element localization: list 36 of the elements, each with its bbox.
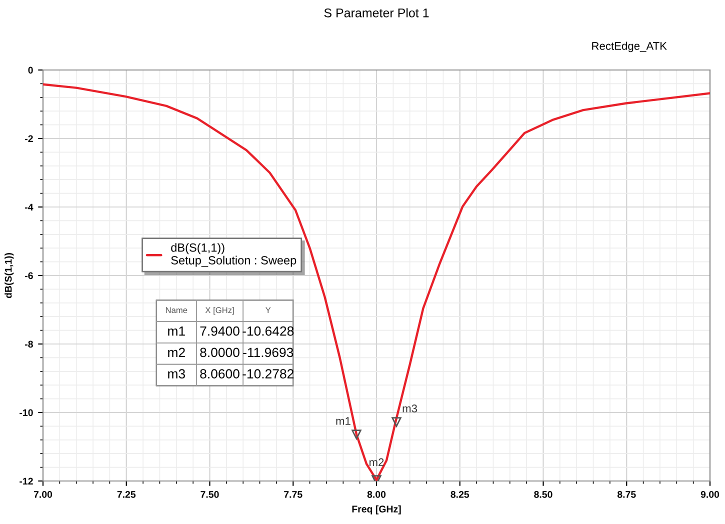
legend-label: dB(S(1,1)) Setup_Solution : Sweep	[171, 243, 296, 267]
x-tick-label: 7.75	[284, 491, 302, 498]
y-axis-title: dB(S(1,1))	[4, 253, 14, 298]
annotation: Name	[166, 307, 188, 314]
annotation: -11.9693	[243, 348, 294, 358]
annotation: Y	[266, 307, 271, 313]
annotation: X [GHz]	[205, 306, 234, 315]
y-tick-label: -2	[25, 135, 33, 142]
annotation: -10.2782	[242, 369, 294, 379]
x-tick-label: 8.25	[450, 490, 470, 498]
text: RectEdge_ATK	[592, 42, 667, 52]
x-tick-label: 7.25	[117, 490, 136, 498]
chart-title: S Parameter Plot 1	[324, 8, 429, 18]
y-tick-label: -10	[20, 409, 33, 416]
y-tick-label: -12	[20, 478, 33, 485]
annotation: 7.9400	[200, 326, 240, 336]
y-tick-label: -6	[25, 272, 33, 280]
x-tick-label: 8.50	[534, 490, 552, 498]
annotation: m1	[168, 326, 185, 336]
annotation: 8.0600	[200, 369, 240, 379]
annotation: m2	[168, 348, 185, 357]
y-tick-label: -4	[25, 204, 34, 211]
y-tick-label: -8	[25, 340, 33, 348]
x-tick-label: 8.75	[617, 490, 636, 498]
annotation: m3	[402, 404, 418, 412]
annotation: m3	[168, 369, 185, 379]
x-tick-label: 8.00	[367, 490, 386, 498]
x-tick-label: 9.00	[700, 490, 720, 498]
annotation: -10.6428	[242, 326, 294, 336]
y-tick-label: 0	[28, 66, 33, 74]
annotation: m1	[336, 417, 350, 425]
annotation: m2	[370, 458, 384, 466]
x-tick-label: 7.00	[34, 490, 52, 498]
x-axis-title: Freq [GHz]	[352, 505, 401, 514]
annotation: 8.0000	[200, 348, 240, 358]
x-tick-label: 7.50	[200, 490, 219, 498]
